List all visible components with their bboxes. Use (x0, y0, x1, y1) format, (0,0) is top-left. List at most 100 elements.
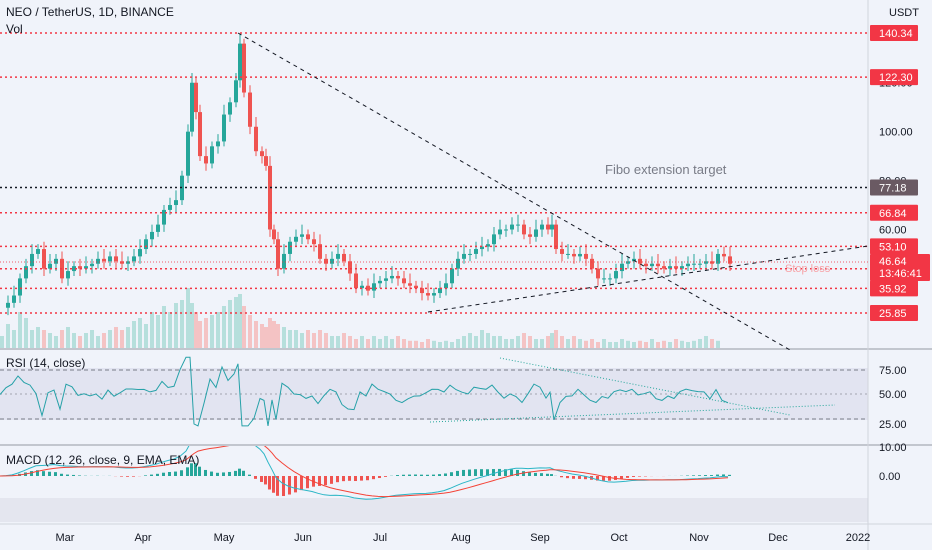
candle-body (348, 261, 352, 274)
candle-body (78, 266, 82, 269)
volume-bar (528, 336, 532, 348)
candle-body (190, 82, 194, 132)
candle-body (150, 231, 154, 240)
candle-body (54, 258, 58, 264)
volume-bar (294, 330, 298, 348)
macd-hist-bar (698, 475, 701, 476)
candle-body (686, 263, 690, 267)
macd-hist-bar (156, 473, 159, 476)
macd-hist-bar (348, 476, 351, 481)
macd-hist-bar (462, 469, 465, 476)
candle-body (306, 234, 310, 240)
candle-body (248, 92, 252, 127)
candle-body (144, 239, 148, 250)
volume-bar (480, 330, 484, 348)
volume-bar (318, 330, 322, 348)
macd-hist-bar (578, 476, 581, 479)
volume-bar (18, 312, 22, 348)
macd-hist-bar (396, 475, 399, 476)
candle-body (474, 249, 478, 254)
candle-body (572, 253, 576, 257)
volume-bar (638, 340, 642, 348)
rsi-legend[interactable]: RSI (14, close) (6, 356, 85, 370)
macd-hist-bar (78, 475, 81, 476)
volume-legend[interactable]: Vol (6, 22, 23, 36)
macd-hist-bar (468, 469, 471, 476)
volume-bar (546, 336, 550, 348)
macd-hist-bar (480, 469, 483, 476)
svg-text:35.92: 35.92 (879, 283, 907, 295)
time-label-6: Sep (530, 532, 550, 544)
volume-bar (414, 340, 418, 348)
candle-body (608, 278, 612, 280)
macd-pane[interactable]: MACD (12, 26, close, 9, EMA, EMA) 10.00 … (0, 435, 907, 500)
volume-bar (194, 312, 198, 348)
volume-bar (66, 327, 70, 348)
candle-body (272, 229, 276, 240)
rsi-trendline-upper[interactable] (499, 357, 791, 416)
macd-hist-bar (126, 476, 129, 477)
macd-hist-bar (210, 471, 213, 476)
volume-bars (0, 288, 720, 348)
candle-body (566, 253, 570, 255)
candle-body (48, 263, 52, 269)
svg-text:66.84: 66.84 (879, 208, 907, 220)
candle-body (204, 156, 208, 164)
volume-bar (300, 333, 304, 348)
candle-body (260, 151, 264, 157)
candle-body (228, 102, 232, 115)
macd-hist-bar (474, 469, 477, 476)
macd-hist-bar (190, 463, 193, 476)
candle-body (282, 253, 286, 269)
ascending-trendline[interactable] (427, 245, 868, 313)
rsi-pane[interactable]: RSI (14, close) 75.00 50.00 25.00 (0, 356, 907, 431)
volume-bar (456, 339, 460, 348)
macd-hist-bar (260, 476, 263, 482)
candle-body (264, 156, 268, 166)
stop-loss-annotation[interactable]: Stop loss (785, 263, 831, 275)
fibo-annotation[interactable]: Fibo extension target (605, 162, 727, 177)
macd-hist-bar (330, 476, 333, 484)
macd-hist-bar (522, 471, 525, 476)
macd-lower-area (0, 498, 868, 522)
candle-body (390, 275, 394, 279)
candle-body (674, 266, 678, 269)
macd-hist-bar (450, 472, 453, 476)
candle-body (396, 275, 400, 279)
volume-bar (348, 336, 352, 348)
macd-hist-bar (30, 471, 33, 476)
volume-bar (710, 339, 714, 348)
candle-body (662, 266, 666, 269)
candle-body (156, 224, 160, 232)
volume-bar (234, 297, 238, 348)
volume-bar (420, 342, 424, 348)
macd-hist-bar (216, 472, 219, 476)
volume-bar (492, 336, 496, 348)
candle-body (336, 253, 340, 259)
symbol-title[interactable]: NEO / TetherUS, 1D, BINANCE (6, 5, 174, 19)
macd-hist-bar (722, 474, 725, 476)
macd-tick-10: 10.00 (879, 442, 907, 454)
candle-body (716, 253, 720, 264)
volume-bar (602, 339, 606, 348)
macd-legend[interactable]: MACD (12, 26, close, 9, EMA, EMA) (6, 453, 199, 467)
macd-hist-bar (498, 468, 501, 476)
volume-bar (554, 330, 558, 348)
countdown-timer: 13:46:41 (879, 268, 922, 280)
macd-hist-bar (150, 474, 153, 476)
candle-body (120, 261, 124, 264)
macd-hist-bar (194, 463, 197, 476)
descending-trendline[interactable] (237, 32, 791, 350)
volume-bar (0, 336, 4, 348)
price-candles[interactable] (6, 33, 732, 316)
candle-body (168, 205, 172, 210)
volume-bar (190, 303, 194, 348)
volume-bar (306, 330, 310, 348)
macd-hist-bar (168, 471, 171, 476)
macd-hist-bar (534, 472, 537, 476)
candle-body (420, 288, 424, 294)
candle-body (650, 263, 654, 267)
macd-hist-bar (414, 474, 417, 476)
time-axis[interactable]: Mar Apr May Jun Jul Aug Sep Oct Nov Dec 2022 (56, 532, 871, 544)
